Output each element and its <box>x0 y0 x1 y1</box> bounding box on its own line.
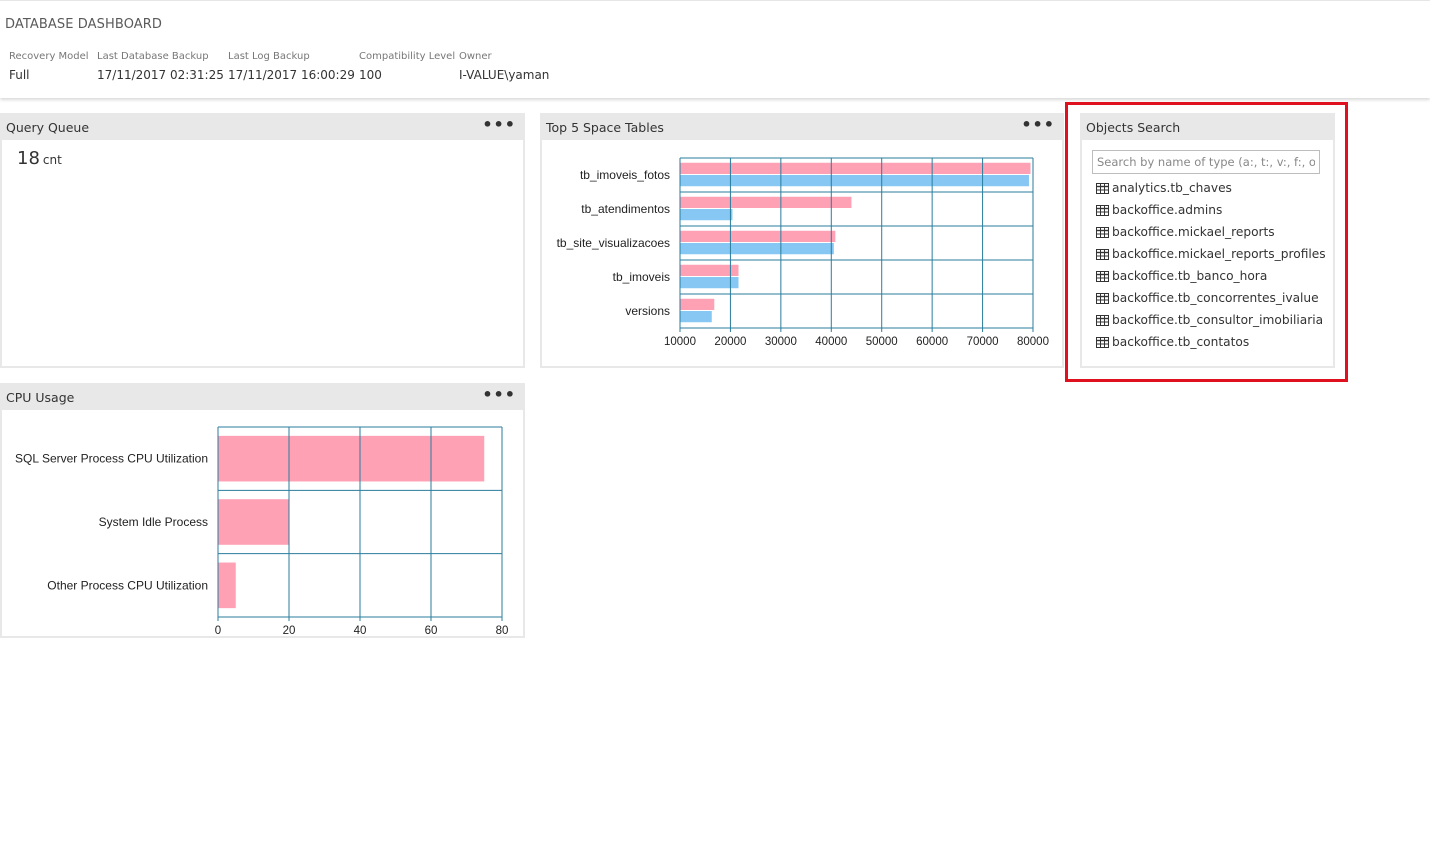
category-label: tb_atendimentos <box>581 202 670 216</box>
category-label: tb_imoveis_fotos <box>580 168 670 182</box>
cpu-usage-widget: CPU Usage ••• SQL Server Process CPU Uti… <box>0 383 525 638</box>
widget-menu-button[interactable]: ••• <box>1021 115 1055 134</box>
tick-label: 60 <box>425 625 438 636</box>
tick-label: 30000 <box>765 336 797 348</box>
top-space-tables-chart: tb_imoveis_fotos tb_atendimentos tb_site_v… <box>557 157 1049 348</box>
object-name: backoffice.tb_consultor_imobiliaria <box>1112 313 1324 327</box>
widget-body: analytics.tb_chaves backoffice.admins back… <box>1082 140 1333 366</box>
dashboard-header: DATABASE DASHBOARD Recovery Model Full L… <box>0 0 1430 98</box>
top-space-tables-widget: Top 5 Space Tables ••• tb_imoveis_fotos t… <box>540 113 1064 368</box>
property-value: 17/11/2017 02:31:25 <box>97 68 224 82</box>
chart-bar <box>218 499 289 545</box>
table-icon <box>1096 204 1109 216</box>
page-title: DATABASE DASHBOARD <box>5 17 163 32</box>
object-list-item[interactable]: backoffice.mickael_reports <box>1096 221 1326 243</box>
chart-bar <box>680 175 1029 187</box>
category-label: tb_site_visualizacoes <box>557 236 670 250</box>
table-icon <box>1096 314 1109 326</box>
chart-bar <box>680 298 715 310</box>
category-label: tb_imoveis <box>613 270 670 284</box>
chart-bar <box>680 264 739 276</box>
tick-label: 50000 <box>866 336 898 348</box>
table-icon <box>1096 270 1109 282</box>
chart-bar <box>680 196 852 208</box>
property-label: Owner <box>459 51 492 62</box>
widget-body: 18 cnt <box>2 140 523 366</box>
property-owner: Owner I-VALUE\yaman <box>459 51 549 82</box>
tick-label: 0 <box>215 625 221 636</box>
widget-body: tb_imoveis_fotos tb_atendimentos tb_site_v… <box>542 140 1062 366</box>
widget-body: SQL Server Process CPU Utilization System… <box>2 410 523 637</box>
table-icon <box>1096 292 1109 304</box>
query-count: 18 cnt <box>17 148 62 169</box>
chart-bar <box>680 209 733 221</box>
object-name: backoffice.mickael_reports_profiles <box>1112 247 1326 261</box>
widget-title: Top 5 Space Tables <box>546 120 664 135</box>
chart-bar <box>680 277 739 289</box>
category-label: Other Process CPU Utilization <box>47 578 208 592</box>
table-icon <box>1096 336 1109 348</box>
object-list-item[interactable]: backoffice.admins <box>1096 199 1326 221</box>
object-list-item[interactable]: backoffice.tb_banco_hora <box>1096 265 1326 287</box>
object-list-item[interactable]: backoffice.tb_concorrentes_ivalue <box>1096 287 1326 309</box>
object-name: analytics.tb_chaves <box>1112 181 1232 195</box>
object-name: backoffice.admins <box>1112 203 1223 217</box>
chart-bar <box>218 562 236 609</box>
object-name: backoffice.tb_contatos <box>1112 335 1250 349</box>
chart-bar <box>680 311 712 323</box>
widget-title: Objects Search <box>1086 120 1181 135</box>
chart-bar <box>218 435 485 482</box>
tick-label: 80 <box>496 625 509 636</box>
tick-label: 40 <box>354 625 367 636</box>
tick-label: 40000 <box>815 336 847 348</box>
tick-label: 20 <box>283 625 296 636</box>
widget-title: Query Queue <box>6 120 90 135</box>
property-label: Compatibility Level <box>359 51 456 62</box>
property-last-database-backup: Last Database Backup 17/11/2017 02:31:25 <box>97 51 224 82</box>
table-icon <box>1096 182 1109 194</box>
property-value: I-VALUE\yaman <box>459 68 550 82</box>
widget-title: CPU Usage <box>6 390 75 405</box>
objects-search-widget: Objects Search analytics.tb_chavesbackof… <box>1080 113 1335 368</box>
tick-label: 10000 <box>664 336 696 348</box>
object-list-item[interactable]: analytics.tb_chaves <box>1096 177 1326 199</box>
chart-bar <box>680 243 834 255</box>
object-name: backoffice.mickael_reports <box>1112 225 1275 239</box>
category-label: SQL Server Process CPU Utilization <box>15 452 208 466</box>
objects-search-input[interactable] <box>1092 150 1320 174</box>
property-compatibility-level: Compatibility Level 100 <box>359 51 455 82</box>
property-label: Last Database Backup <box>97 51 209 62</box>
query-queue-widget: Query Queue ••• 18 cnt <box>0 113 525 368</box>
property-last-log-backup: Last Log Backup 17/11/2017 16:00:29 <box>228 51 355 82</box>
tick-label: 20000 <box>714 336 746 348</box>
property-value: 100 <box>359 68 382 82</box>
category-label: System Idle Process <box>99 515 208 529</box>
highlight-annotation-box <box>1065 102 1348 382</box>
tick-label: 80000 <box>1017 336 1049 348</box>
property-value: 17/11/2017 16:00:29 <box>228 68 355 82</box>
category-label: versions <box>625 304 670 318</box>
property-label: Recovery Model <box>9 51 89 62</box>
table-icon <box>1096 226 1109 238</box>
object-list-item[interactable]: backoffice.tb_consultor_imobiliaria <box>1096 309 1326 331</box>
tick-label: 60000 <box>916 336 948 348</box>
objects-list: analytics.tb_chaves backoffice.admins back… <box>1096 177 1326 353</box>
property-label: Last Log Backup <box>228 51 310 62</box>
object-list-item[interactable]: backoffice.tb_contatos <box>1096 331 1326 353</box>
widget-menu-button[interactable]: ••• <box>482 115 516 134</box>
cpu-usage-chart: SQL Server Process CPU Utilization System… <box>15 426 509 637</box>
object-name: backoffice.tb_concorrentes_ivalue <box>1112 291 1319 305</box>
count-unit: cnt <box>42 153 62 167</box>
widget-menu-button[interactable]: ••• <box>482 385 516 404</box>
table-icon <box>1096 248 1109 260</box>
object-name: backoffice.tb_banco_hora <box>1112 269 1268 283</box>
property-recovery-model: Recovery Model Full <box>9 51 89 82</box>
property-value: Full <box>9 68 30 82</box>
count-number: 18 <box>17 148 40 169</box>
chart-bar <box>680 230 836 242</box>
object-list-item[interactable]: backoffice.mickael_reports_profiles <box>1096 243 1326 265</box>
chart-bar <box>680 162 1031 174</box>
tick-label: 70000 <box>967 336 999 348</box>
